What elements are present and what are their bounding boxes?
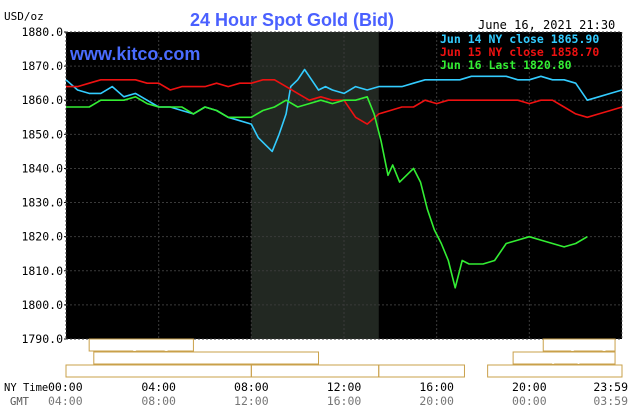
x-tick-label-ny: 20:00 bbox=[512, 380, 547, 394]
x-tick-label-gmt: 20:00 bbox=[419, 394, 454, 408]
x-tick-label-gmt: 08:00 bbox=[141, 394, 176, 408]
session-label: New York NYMEX bbox=[271, 366, 360, 378]
unit-label: USD/oz bbox=[4, 10, 44, 23]
session-bar bbox=[93, 351, 320, 365]
y-tick-label: 1830.0 bbox=[21, 196, 63, 210]
legend-entry-jun15: Jun 15 NY close 1858.70 bbox=[440, 45, 600, 59]
session-bar bbox=[487, 364, 623, 378]
y-tick-label: 1870.0 bbox=[21, 59, 63, 73]
session-label: Sydney bbox=[545, 353, 583, 365]
x-tick-label-ny: 00:00 bbox=[48, 380, 83, 394]
legend-entry-jun14: Jun 14 NY close 1865.90 bbox=[440, 32, 600, 46]
price-series bbox=[65, 68, 623, 289]
y-tick-label: 1800.0 bbox=[21, 298, 63, 312]
session-label: Hong Kong bbox=[113, 340, 170, 352]
session-label: Hong Kong bbox=[551, 340, 608, 352]
session-bar bbox=[88, 338, 194, 352]
x-tick-label-ny: 16:00 bbox=[419, 380, 454, 394]
y-tick-label: 1840.0 bbox=[21, 161, 63, 175]
series-line-2 bbox=[66, 96, 588, 289]
y-tick-label: 1790.0 bbox=[21, 332, 63, 346]
session-label: NY Globex bbox=[393, 366, 450, 378]
x-tick-label-ny: 12:00 bbox=[327, 380, 362, 394]
nymex-session-shade bbox=[251, 32, 379, 339]
session-bar bbox=[542, 338, 616, 352]
x-tick-label-gmt: 00:00 bbox=[512, 394, 547, 408]
ny-time-label: NY Time bbox=[4, 382, 48, 394]
y-tick-label: 1860.0 bbox=[21, 93, 63, 107]
gmt-label: GMT bbox=[10, 396, 30, 408]
grid-lines bbox=[65, 31, 623, 340]
x-tick-label-gmt: 16:00 bbox=[327, 394, 362, 408]
x-tick-label-ny: 04:00 bbox=[141, 380, 176, 394]
session-bar bbox=[512, 351, 616, 365]
session-label: New York Globex bbox=[111, 366, 206, 378]
x-tick-label-gmt: 12:00 bbox=[234, 394, 269, 408]
x-tick-label-ny: 08:00 bbox=[234, 380, 269, 394]
x-tick-label-gmt: 03:59 bbox=[593, 394, 628, 408]
website-label: www.kitco.com bbox=[70, 44, 201, 64]
legend-entry-jun16: Jun 16 Last 1820.80 bbox=[440, 58, 572, 72]
session-label: London bbox=[187, 353, 225, 365]
chart-date: June 16, 2021 21:30 bbox=[478, 18, 616, 32]
x-tick-label-ny: 23:59 bbox=[593, 380, 628, 394]
y-tick-label: 1880.0 bbox=[21, 25, 63, 39]
x-tick-label-gmt: 04:00 bbox=[48, 394, 83, 408]
session-bar bbox=[378, 364, 465, 378]
session-label: New York Globex bbox=[507, 366, 602, 378]
y-axis: 1880.0 1870.0 1860.0 1850.0 1840.0 1830.0 1820… bbox=[21, 25, 66, 346]
y-tick-label: 1850.0 bbox=[21, 127, 63, 141]
y-tick-label: 1820.0 bbox=[21, 230, 63, 244]
y-tick-label: 1810.0 bbox=[21, 264, 63, 278]
chart-title: 24 Hour Spot Gold (Bid) bbox=[190, 10, 394, 30]
